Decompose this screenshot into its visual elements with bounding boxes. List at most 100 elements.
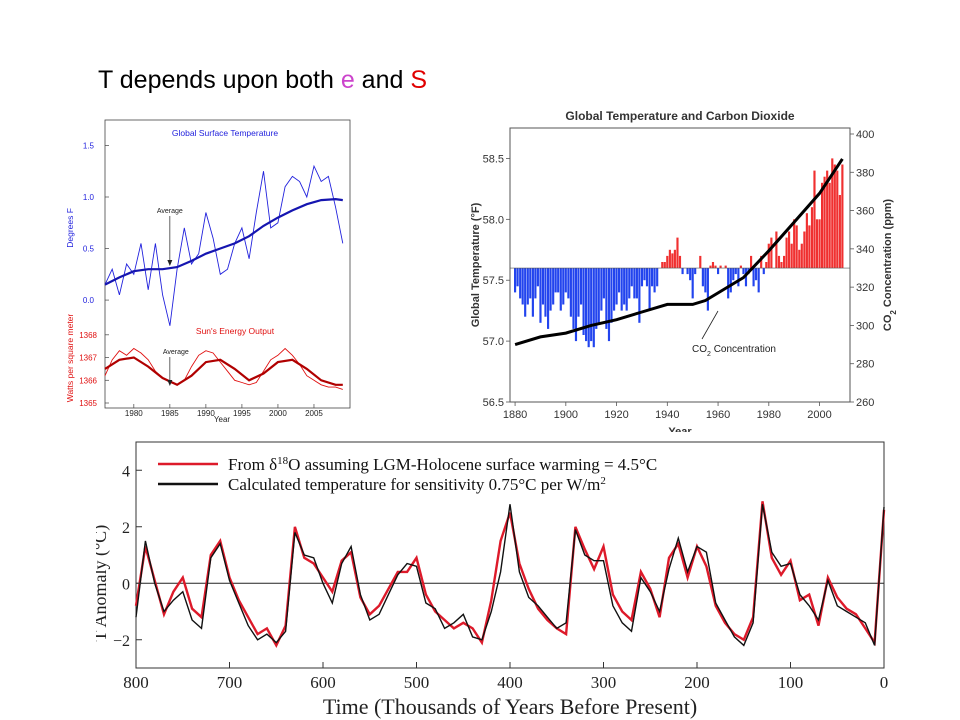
x-axis-label: Time (Thousands of Years Before Present) (323, 694, 697, 719)
temperature-bar (635, 268, 638, 299)
temperature-bar (727, 268, 730, 299)
temperature-bar (783, 255, 786, 269)
temperature-bar (691, 268, 694, 299)
temperature-bar (694, 268, 697, 275)
temperature-bar (818, 219, 821, 268)
temperature-bar (676, 237, 679, 268)
y2-tick-label: 400 (856, 129, 874, 141)
x-tick-label: 500 (404, 673, 430, 692)
temperature-bar (582, 268, 585, 335)
series-line-smoothed (104, 197, 343, 286)
temperature-bar (838, 195, 841, 269)
temperature-bar (729, 268, 732, 293)
temperature-bar (620, 268, 623, 311)
x-tick-label: 600 (310, 673, 336, 692)
y2-tick-label: 260 (856, 397, 874, 409)
temperature-bar (775, 231, 778, 268)
temperature-bar (592, 268, 595, 348)
y-tick-label: −2 (113, 633, 130, 650)
temperature-bar (673, 249, 676, 269)
temperature-bar (623, 268, 626, 305)
temperature-bar (757, 268, 760, 293)
temperature-bar (704, 268, 707, 293)
temperature-bar (514, 268, 517, 293)
temperature-bar (539, 268, 542, 323)
y-axis-label: Watts per square meter (65, 314, 75, 403)
temperature-bar (572, 268, 575, 329)
temperature-bar (605, 268, 608, 329)
temperature-bar (760, 255, 763, 269)
temperature-bar (805, 213, 808, 268)
temperature-bar (531, 268, 534, 317)
y-axis-label: T Anomaly (°C) (96, 525, 111, 642)
temperature-bar (813, 170, 816, 268)
temperature-bar (765, 262, 768, 269)
annotation-arrowhead (167, 260, 173, 266)
temperature-bar (625, 268, 628, 311)
y-axis-label: Degrees F (65, 208, 75, 248)
temperature-bar (826, 170, 829, 268)
temperature-bar (613, 268, 616, 311)
temperature-bar (795, 225, 798, 268)
temperature-bar (686, 268, 689, 275)
x-tick-label: 1990 (197, 409, 215, 418)
temperature-bar (793, 219, 796, 268)
temperature-bar (821, 182, 824, 268)
temperature-bar (519, 268, 522, 299)
temperature-bar (732, 268, 735, 281)
temperature-bar (800, 243, 803, 269)
series-line-annual (104, 347, 343, 390)
temperature-bar (602, 268, 605, 299)
temperature-bar (808, 225, 811, 268)
series-line-calculated (135, 504, 885, 647)
title-part: and (354, 66, 411, 94)
x-tick-label: 700 (217, 673, 243, 692)
x-tick-label: 1940 (655, 409, 679, 421)
y-tick-label: 1.0 (83, 193, 95, 202)
temperature-bar (618, 268, 621, 293)
y-tick-label: 57.0 (483, 336, 504, 348)
chart-title: Global Surface Temperature (172, 128, 278, 138)
x-tick-label: 1960 (706, 409, 730, 421)
title-part: T depends upon both (98, 66, 341, 94)
temperature-bar (562, 268, 565, 305)
y2-tick-label: 280 (856, 359, 874, 371)
co2-annotation-label: CO2 Concentration (692, 344, 776, 358)
temperature-bar (648, 268, 651, 311)
temperature-bar (615, 268, 618, 305)
temperature-bar (590, 268, 593, 342)
annotation-label: Average (163, 349, 189, 356)
x-tick-label: 400 (497, 673, 523, 692)
y-tick-label: 0.5 (83, 245, 95, 254)
temperature-bar (780, 262, 783, 269)
temperature-bar (554, 268, 557, 293)
temperature-bar (790, 243, 793, 269)
temperature-bar (549, 268, 552, 311)
co2-line (514, 158, 844, 347)
legend-label: From δ18O assuming LGM-Holocene surface … (228, 455, 657, 474)
temperature-bar (762, 268, 765, 275)
x-tick-label: 100 (778, 673, 804, 692)
chart-surface-temp-solar: Global Surface Temperature Degrees F 0.0 0.… (65, 119, 351, 424)
plot-frame (104, 119, 351, 409)
slide-title: T depends upon both e and S (98, 66, 427, 95)
temperature-bar (668, 249, 671, 269)
y-tick-label: 1367 (79, 354, 97, 363)
temperature-bar (681, 268, 684, 275)
temperature-bar (810, 207, 814, 269)
temperature-bar (678, 255, 682, 269)
temperature-bar (564, 268, 567, 293)
temperature-bar (823, 176, 826, 268)
temperature-bar (752, 268, 755, 287)
temperature-bar (607, 268, 611, 342)
chart-global-temp-co2: Global Temperature and Carbon Dioxide CO2… (470, 109, 898, 432)
temperature-bar (580, 268, 583, 305)
temperature-bar (524, 268, 527, 317)
temperature-bar (557, 268, 560, 293)
x-tick-label: 1920 (604, 409, 628, 421)
temperature-bar (633, 268, 636, 299)
temperature-bar (714, 265, 717, 268)
y-tick-label: 2 (122, 520, 130, 537)
temperature-bar (788, 231, 791, 268)
legend-label: Calculated temperature for sensitivity 0… (228, 475, 606, 494)
